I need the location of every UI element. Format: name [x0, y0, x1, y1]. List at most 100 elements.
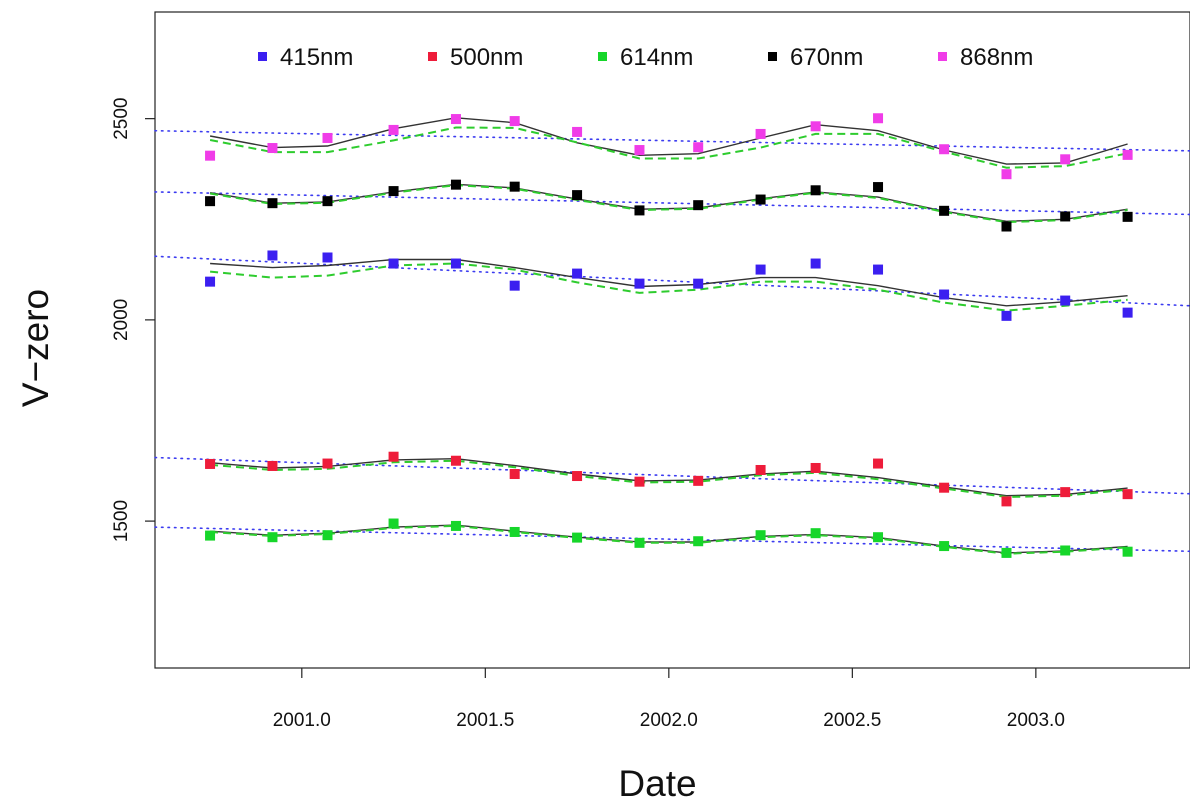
data-point: [1001, 310, 1012, 321]
data-point: [873, 532, 884, 543]
fit-line-dashed: [210, 459, 1128, 499]
data-point: [755, 194, 766, 205]
data-point: [450, 114, 461, 125]
x-tick-label: 2001.0: [273, 710, 331, 731]
legend-swatch: [938, 52, 947, 61]
data-point: [693, 200, 704, 211]
data-point: [388, 124, 399, 135]
legend-label: 670nm: [790, 44, 863, 71]
data-point: [1001, 169, 1012, 180]
data-point: [388, 451, 399, 462]
data-point: [755, 128, 766, 139]
data-point: [1122, 211, 1133, 222]
data-point: [388, 186, 399, 197]
data-point: [267, 460, 278, 471]
data-point: [693, 278, 704, 289]
data-point: [450, 455, 461, 466]
data-point: [634, 537, 645, 548]
data-point: [388, 258, 399, 269]
trend-lines: [154, 129, 1190, 553]
legend-swatch: [768, 52, 777, 61]
data-point: [509, 469, 520, 480]
data-point: [693, 536, 704, 547]
trend-line: [154, 456, 1190, 495]
data-point: [634, 476, 645, 487]
x-axis-title: Date: [618, 763, 696, 804]
legend: 415nm 500nm 614nm 670nm 868nm: [258, 44, 1033, 71]
data-point: [388, 518, 399, 529]
data-point: [572, 190, 583, 201]
data-point: [939, 144, 950, 155]
fit-line-solid: [210, 457, 1128, 497]
data-point: [634, 145, 645, 156]
fit-line-solid: [210, 258, 1128, 307]
data-point: [1122, 489, 1133, 500]
data-point: [1122, 149, 1133, 160]
data-point: [267, 198, 278, 209]
data-point: [634, 278, 645, 289]
x-tick-label: 2003.0: [1007, 710, 1065, 731]
data-point: [939, 205, 950, 216]
y-axis: 1500 2000 2500: [111, 98, 155, 542]
trend-line: [154, 129, 1190, 152]
fit-line-dashed: [210, 262, 1128, 312]
legend-label: 868nm: [960, 44, 1033, 71]
data-point: [810, 462, 821, 473]
x-tick-label: 2002.0: [640, 710, 698, 731]
data-point: [1122, 307, 1133, 318]
data-point: [1060, 545, 1071, 556]
x-tick-label: 2001.5: [456, 710, 514, 731]
data-point: [810, 185, 821, 196]
y-tick-label: 2000: [111, 299, 132, 341]
data-point: [572, 532, 583, 543]
data-point: [205, 196, 216, 207]
data-point: [755, 264, 766, 275]
data-point: [205, 458, 216, 469]
trend-line: [154, 526, 1190, 553]
data-point: [939, 482, 950, 493]
data-point: [450, 179, 461, 190]
data-point: [205, 276, 216, 287]
plot-area: [154, 11, 1190, 669]
legend-swatch: [258, 52, 267, 61]
data-point: [755, 530, 766, 541]
trend-line: [154, 255, 1190, 307]
data-point: [509, 181, 520, 192]
data-point: [873, 113, 884, 124]
data-point: [450, 258, 461, 269]
legend-label: 614nm: [620, 44, 693, 71]
x-axis: 2001.0 2001.5 2002.0 2002.5 2003.0: [273, 668, 1065, 731]
data-point: [572, 471, 583, 482]
data-point: [873, 264, 884, 275]
data-point: [267, 143, 278, 154]
data-point: [1001, 221, 1012, 232]
data-point: [873, 182, 884, 193]
fit-line-dashed: [210, 524, 1128, 555]
legend-swatch: [598, 52, 607, 61]
y-tick-label: 1500: [111, 500, 132, 542]
data-point: [322, 458, 333, 469]
plot-frame: [154, 11, 1190, 669]
data-point: [322, 132, 333, 143]
fit-line-solid: [209, 117, 1128, 165]
data-point: [1122, 546, 1133, 557]
data-point: [267, 250, 278, 261]
data-point: [450, 520, 461, 531]
x-tick-label: 2002.5: [823, 710, 881, 731]
data-point: [1060, 487, 1071, 498]
data-point: [267, 532, 278, 543]
fit-line-dashed: [209, 126, 1128, 169]
y-tick-label: 2500: [111, 98, 132, 140]
data-point: [810, 528, 821, 539]
data-point: [322, 530, 333, 541]
data-point: [572, 126, 583, 137]
data-point: [755, 464, 766, 475]
data-point: [322, 196, 333, 207]
data-point: [1060, 154, 1071, 165]
data-point: [939, 541, 950, 552]
data-point: [509, 116, 520, 127]
y-axis-title: V−zero: [15, 289, 56, 407]
fit-lines: [209, 117, 1128, 555]
data-point: [205, 150, 216, 161]
